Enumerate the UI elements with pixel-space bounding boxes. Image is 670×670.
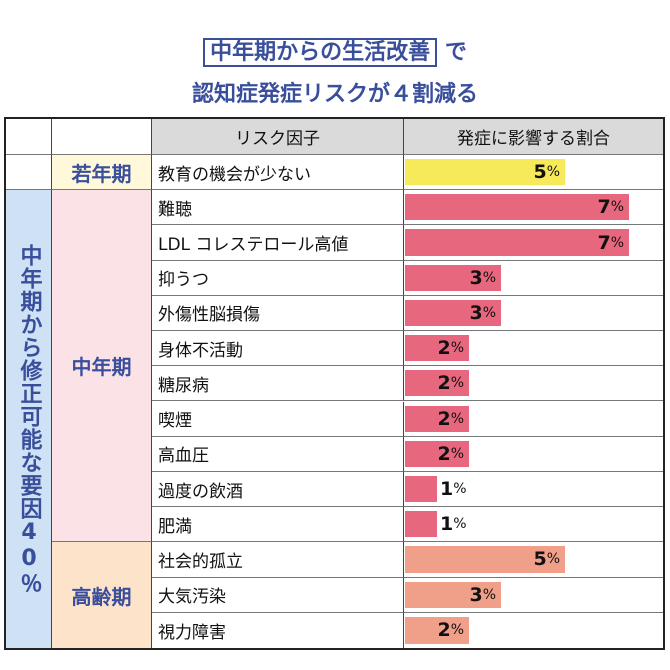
value-number: 5: [533, 548, 547, 571]
value-cell: 2%: [404, 366, 663, 402]
factor-label: 高血圧: [152, 436, 404, 472]
value-number: 1: [440, 478, 454, 501]
bar: [405, 440, 469, 467]
title-suffix: で: [444, 40, 467, 65]
value-number: 2: [437, 619, 451, 642]
bar: [405, 335, 469, 362]
title-boxed: 中年期からの生活改善: [203, 38, 438, 67]
bar: [405, 229, 629, 256]
value-cell: 1%: [404, 507, 663, 543]
value-number: 7: [597, 196, 611, 219]
data-label: 2%: [437, 331, 464, 365]
header-factor: リスク因子: [152, 119, 404, 155]
risk-table: リスク因子 発症に影響する割合 中年期から修正可能な要因40％ 若年期 教育の機会が…: [4, 117, 665, 650]
value-cell: 1%: [404, 471, 663, 508]
bar: [405, 475, 437, 503]
data-label: 2%: [437, 437, 464, 471]
value-cell: 3%: [404, 295, 663, 332]
value-cell: 2%: [404, 612, 663, 648]
data-label: 1%: [440, 472, 467, 506]
factor-label: 抑うつ: [152, 260, 404, 296]
value-number: 3: [469, 583, 483, 606]
data-label: 1%: [440, 507, 467, 541]
value-cell: 7%: [404, 225, 663, 261]
value-number: 3: [469, 266, 483, 289]
bar: [405, 546, 565, 573]
value-unit: %: [546, 164, 560, 181]
value-cell: 5%: [404, 542, 663, 578]
value-unit: %: [453, 516, 467, 533]
group-label: 高齢期: [52, 542, 152, 648]
factor-label: 喫煙: [152, 401, 404, 437]
bar: [405, 405, 469, 432]
factor-label: 外傷性脳損傷: [152, 295, 404, 332]
value-number: 5: [533, 161, 547, 184]
factor-label: 糖尿病: [152, 366, 404, 402]
value-number: 2: [437, 442, 451, 465]
header-value: 発症に影響する割合: [404, 119, 663, 155]
blank-young-cell: [6, 155, 52, 191]
factor-label: 教育の機会が少ない: [152, 155, 404, 191]
bar: [405, 194, 629, 221]
header-blank-2: [52, 119, 152, 155]
value-number: 1: [440, 513, 454, 536]
data-label: 3%: [469, 578, 496, 612]
data-label: 2%: [437, 366, 464, 400]
value-cell: 2%: [404, 331, 663, 367]
value-cell: 5%: [404, 155, 663, 191]
factor-label: 過度の飲酒: [152, 471, 404, 508]
bar: [405, 299, 501, 327]
header-blank-1: [6, 119, 52, 155]
value-unit: %: [482, 304, 496, 321]
value-unit: %: [610, 234, 624, 251]
factor-label: 肥満: [152, 507, 404, 543]
value-cell: 7%: [404, 190, 663, 226]
value-cell: 2%: [404, 436, 663, 472]
bar: [405, 264, 501, 291]
data-label: 2%: [437, 402, 464, 436]
factor-label: 社会的孤立: [152, 542, 404, 578]
value-cell: 3%: [404, 260, 663, 296]
data-label: 7%: [597, 225, 624, 259]
value-number: 2: [437, 372, 451, 395]
factor-label: 大気汚染: [152, 577, 404, 613]
group-label: 中年期: [52, 190, 152, 543]
bar: [405, 370, 469, 397]
factor-label: LDL コレステロール高値: [152, 225, 404, 261]
bar: [405, 581, 501, 608]
title-line-1: 中年期からの生活改善 で: [0, 34, 670, 67]
value-number: 3: [469, 301, 483, 324]
modifiable-factors-label: 中年期から修正可能な要因40％: [6, 190, 52, 648]
value-unit: %: [453, 481, 467, 498]
factor-label: 身体不活動: [152, 331, 404, 367]
value-unit: %: [450, 410, 464, 427]
value-unit: %: [450, 375, 464, 392]
value-cell: 3%: [404, 577, 663, 613]
value-cell: 2%: [404, 401, 663, 437]
factor-label: 難聴: [152, 190, 404, 226]
bar: [405, 159, 565, 186]
value-number: 2: [437, 407, 451, 430]
value-unit: %: [482, 586, 496, 603]
data-label: 5%: [533, 155, 560, 189]
group-label: 若年期: [52, 155, 152, 191]
data-label: 2%: [437, 613, 464, 648]
value-unit: %: [450, 445, 464, 462]
factor-label: 視力障害: [152, 612, 404, 648]
data-label: 7%: [597, 190, 624, 224]
value-unit: %: [482, 269, 496, 286]
data-label: 5%: [533, 542, 560, 576]
value-unit: %: [610, 199, 624, 216]
bar: [405, 511, 437, 538]
bar: [405, 616, 469, 644]
data-label: 3%: [469, 261, 496, 295]
value-unit: %: [450, 340, 464, 357]
value-number: 7: [597, 231, 611, 254]
value-unit: %: [450, 622, 464, 639]
title-line-2: 認知症発症リスクが４割減る: [191, 82, 478, 107]
value-unit: %: [546, 551, 560, 568]
data-label: 3%: [469, 296, 496, 330]
value-number: 2: [437, 337, 451, 360]
